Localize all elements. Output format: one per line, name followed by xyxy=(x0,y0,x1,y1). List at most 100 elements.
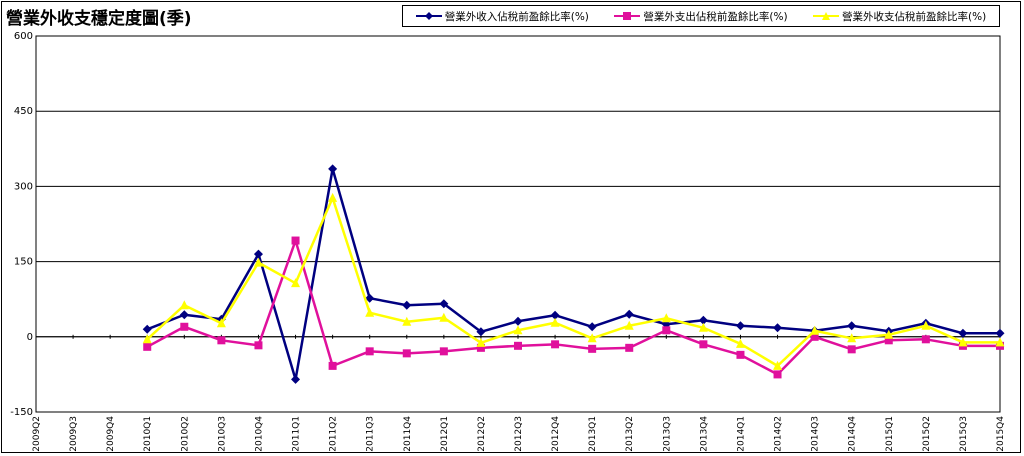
point-income xyxy=(291,374,301,384)
chart-legend: 營業外收入佔稅前盈餘比率(%) 營業外支出佔稅前盈餘比率(%) 營業外收支佔稅前… xyxy=(402,5,1000,27)
point-expense xyxy=(810,332,819,341)
legend-item-net: 營業外收支佔稅前盈餘比率(%) xyxy=(813,9,986,24)
x-tick-label: 2009Q3 xyxy=(69,416,79,452)
point-expense xyxy=(847,345,856,354)
point-net xyxy=(142,334,152,344)
y-tick-label: 0 xyxy=(27,332,33,343)
y-tick-label: -150 xyxy=(10,407,33,418)
point-net xyxy=(773,360,783,370)
x-tick-label: 2011Q2 xyxy=(329,416,339,452)
x-tick-label: 2011Q1 xyxy=(292,416,302,452)
legend-label-net: 營業外收支佔稅前盈餘比率(%) xyxy=(842,10,987,23)
x-tick-label: 2013Q2 xyxy=(625,416,635,452)
point-income xyxy=(624,309,634,319)
y-tick-label: 300 xyxy=(14,181,33,192)
point-income xyxy=(773,323,783,333)
point-income xyxy=(958,328,968,338)
series-line-income xyxy=(146,167,1000,381)
point-expense xyxy=(699,340,708,349)
point-net xyxy=(216,318,226,328)
point-net xyxy=(291,278,301,288)
y-tick-label: 150 xyxy=(14,257,33,268)
point-expense xyxy=(217,336,226,345)
x-tick-label: 2012Q3 xyxy=(514,416,524,452)
point-expense xyxy=(662,326,671,335)
legend-swatch-expense xyxy=(614,12,641,20)
point-expense xyxy=(514,341,522,350)
point-net xyxy=(995,337,1005,347)
point-net xyxy=(847,333,857,343)
x-tick-label: 2012Q2 xyxy=(477,416,487,452)
point-expense xyxy=(588,344,597,353)
point-expense xyxy=(476,343,485,352)
point-income xyxy=(995,328,1005,338)
x-tick-label: 2014Q2 xyxy=(774,416,784,452)
point-net xyxy=(921,320,931,330)
x-tick-label: 2009Q2 xyxy=(32,416,42,452)
point-income xyxy=(365,293,375,303)
x-tick-label: 2010Q2 xyxy=(180,416,190,452)
x-tick-label: 2015Q4 xyxy=(996,416,1006,452)
point-income xyxy=(476,327,486,337)
point-net xyxy=(476,337,486,347)
point-net xyxy=(661,313,671,323)
point-income xyxy=(550,310,560,320)
x-tick-label: 2011Q4 xyxy=(403,416,413,452)
point-expense xyxy=(143,342,152,351)
x-tick-label: 2013Q3 xyxy=(662,416,672,452)
x-tick-label: 2009Q4 xyxy=(106,416,116,452)
point-net xyxy=(810,325,820,335)
point-income xyxy=(847,321,857,331)
point-income xyxy=(439,299,449,309)
series-line-expense xyxy=(146,239,1000,376)
legend-label-expense: 營業外支出佔稅前盈餘比率(%) xyxy=(643,10,788,23)
x-tick-label: 2014Q1 xyxy=(736,416,746,452)
point-income xyxy=(179,310,189,320)
x-tick-label: 2014Q3 xyxy=(811,416,821,452)
point-net xyxy=(698,322,708,332)
point-income xyxy=(735,321,745,331)
legend-swatch-net xyxy=(813,12,840,20)
point-income xyxy=(142,324,152,334)
point-net xyxy=(179,300,189,310)
x-tick-label: 2013Q1 xyxy=(588,416,598,452)
point-expense xyxy=(328,361,337,370)
point-net xyxy=(550,317,560,327)
point-expense xyxy=(254,341,263,350)
point-expense xyxy=(365,347,374,356)
point-expense xyxy=(402,349,411,358)
point-expense xyxy=(439,347,448,356)
point-net xyxy=(365,307,375,317)
legend-item-income: 營業外收入佔稅前盈餘比率(%) xyxy=(415,9,589,24)
point-expense xyxy=(551,340,560,349)
plot-area xyxy=(35,35,1001,413)
x-tick-label: 2014Q4 xyxy=(848,416,858,452)
point-net xyxy=(513,325,523,335)
x-tick-label: 2010Q3 xyxy=(217,416,227,452)
point-expense xyxy=(625,343,634,352)
point-income xyxy=(513,316,523,326)
point-net xyxy=(735,338,745,348)
chart-title: 營業外收支穩定度圖(季) xyxy=(6,9,192,29)
point-expense xyxy=(736,350,745,359)
x-tick-label: 2015Q3 xyxy=(959,416,969,452)
point-net xyxy=(439,312,449,322)
point-income xyxy=(402,300,412,310)
point-income xyxy=(328,164,338,174)
point-net xyxy=(884,329,894,339)
x-tick-label: 2015Q2 xyxy=(922,416,932,452)
series-line-net xyxy=(146,196,1000,368)
point-income xyxy=(253,249,263,259)
x-tick-label: 2013Q4 xyxy=(699,416,709,452)
point-net xyxy=(958,337,968,347)
y-tick-label: 450 xyxy=(14,106,33,117)
point-net xyxy=(624,320,634,330)
point-expense xyxy=(773,370,782,379)
point-expense xyxy=(921,335,930,344)
point-income xyxy=(698,315,708,325)
legend-item-expense: 營業外支出佔稅前盈餘比率(%) xyxy=(614,9,788,24)
x-tick-label: 2010Q1 xyxy=(143,416,153,452)
point-expense xyxy=(884,336,893,345)
x-tick-label: 2011Q3 xyxy=(366,416,376,452)
